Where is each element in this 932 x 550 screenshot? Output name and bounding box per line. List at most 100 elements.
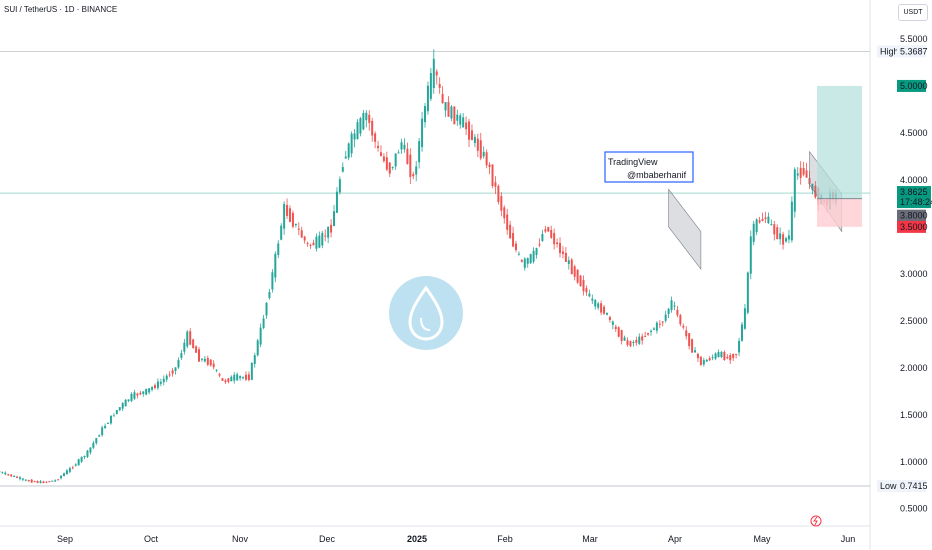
candle-body	[379, 152, 382, 156]
candle-body	[429, 73, 432, 99]
candle-body	[523, 258, 526, 268]
candle-body	[614, 326, 617, 330]
candle-body	[538, 244, 541, 246]
candle-body	[30, 479, 33, 483]
candle-body	[485, 152, 488, 166]
candle-body	[711, 357, 714, 359]
candle-body	[459, 115, 462, 125]
currency-button[interactable]: USDT	[898, 4, 928, 21]
candle-body	[814, 185, 817, 198]
candle-body	[564, 252, 567, 262]
candle-body	[673, 305, 676, 307]
candle-body	[447, 102, 450, 117]
candle-body	[535, 248, 538, 255]
candle-body	[368, 114, 371, 123]
low-label: Low	[880, 481, 897, 491]
candle-body	[236, 374, 239, 381]
candle-body	[418, 141, 421, 163]
candle-body	[312, 242, 315, 246]
candle-body	[300, 230, 303, 238]
candle-body	[353, 133, 356, 140]
candle-body	[250, 362, 253, 380]
time-axis-label: Mar	[582, 534, 598, 544]
candle-body	[432, 58, 435, 88]
candle-body	[60, 475, 63, 479]
candle-body	[359, 118, 362, 134]
candle-body	[174, 367, 177, 372]
candle-body	[526, 258, 529, 264]
sui-logo-circle	[389, 276, 463, 350]
candle-body	[171, 370, 174, 374]
candle-body	[503, 207, 506, 219]
candle-body	[133, 392, 136, 399]
candle-body	[400, 142, 403, 150]
candle-body	[509, 224, 512, 239]
candle-body	[327, 226, 330, 238]
watermark-line2: @mbaberhanif	[627, 170, 687, 180]
candle-body	[679, 315, 682, 325]
candle-body	[617, 327, 620, 337]
candle-body	[553, 233, 556, 245]
candle-body	[341, 167, 344, 172]
position-target-zone[interactable]	[817, 85, 862, 199]
candle-body	[101, 427, 104, 436]
candle-body	[732, 353, 735, 359]
event-flash-icon[interactable]	[810, 515, 822, 527]
candle-body	[676, 309, 679, 316]
price-tick-label: 0.5000	[900, 504, 928, 514]
candle-body	[544, 229, 547, 232]
candle-body	[594, 299, 597, 307]
candle-body	[588, 293, 591, 297]
candle-body	[1, 472, 4, 474]
candle-body	[394, 153, 397, 167]
candle-body	[691, 339, 694, 353]
candle-body	[388, 162, 391, 174]
candle-body	[567, 260, 570, 264]
candle-body	[271, 272, 274, 290]
candle-body	[215, 369, 218, 371]
candle-body	[726, 357, 729, 359]
candle-body	[200, 358, 203, 360]
candle-body	[189, 331, 192, 345]
candle-body	[752, 223, 755, 242]
candle-body	[151, 387, 154, 390]
candle-body	[743, 308, 746, 329]
candle-body	[738, 340, 741, 353]
candle-body	[770, 224, 773, 226]
candle-body	[670, 300, 673, 311]
candle-body	[450, 106, 453, 119]
bull-flag-channel-1[interactable]	[668, 188, 702, 271]
candle-body	[655, 322, 658, 331]
candle-body	[195, 346, 198, 353]
candle-body	[746, 272, 749, 313]
time-axis-label: Nov	[232, 534, 249, 544]
candle-body	[473, 136, 476, 144]
candle-body	[121, 403, 124, 409]
candle-body	[799, 167, 802, 178]
candle-body	[112, 415, 115, 417]
candle-body	[148, 388, 151, 393]
candle-body	[92, 442, 95, 448]
candle-body	[608, 316, 611, 320]
candle-body	[203, 358, 206, 362]
candle-body	[98, 435, 101, 437]
time-axis-label: 2025	[407, 534, 427, 544]
candle-body	[74, 464, 77, 466]
candle-body	[740, 324, 743, 341]
candle-body	[212, 363, 215, 368]
candle-body	[453, 106, 456, 125]
candle-body	[512, 233, 515, 247]
candle-body	[315, 236, 318, 249]
candle-body	[573, 266, 576, 277]
position-stop-zone[interactable]	[817, 198, 862, 227]
candle-body	[603, 306, 606, 314]
candle-body	[435, 71, 438, 76]
candle-body	[233, 374, 236, 381]
candle-body	[805, 170, 808, 178]
candle-body	[702, 360, 705, 365]
candle-body	[517, 253, 520, 255]
candle-body	[268, 292, 271, 298]
candle-body	[177, 359, 180, 368]
candle-body	[685, 330, 688, 337]
